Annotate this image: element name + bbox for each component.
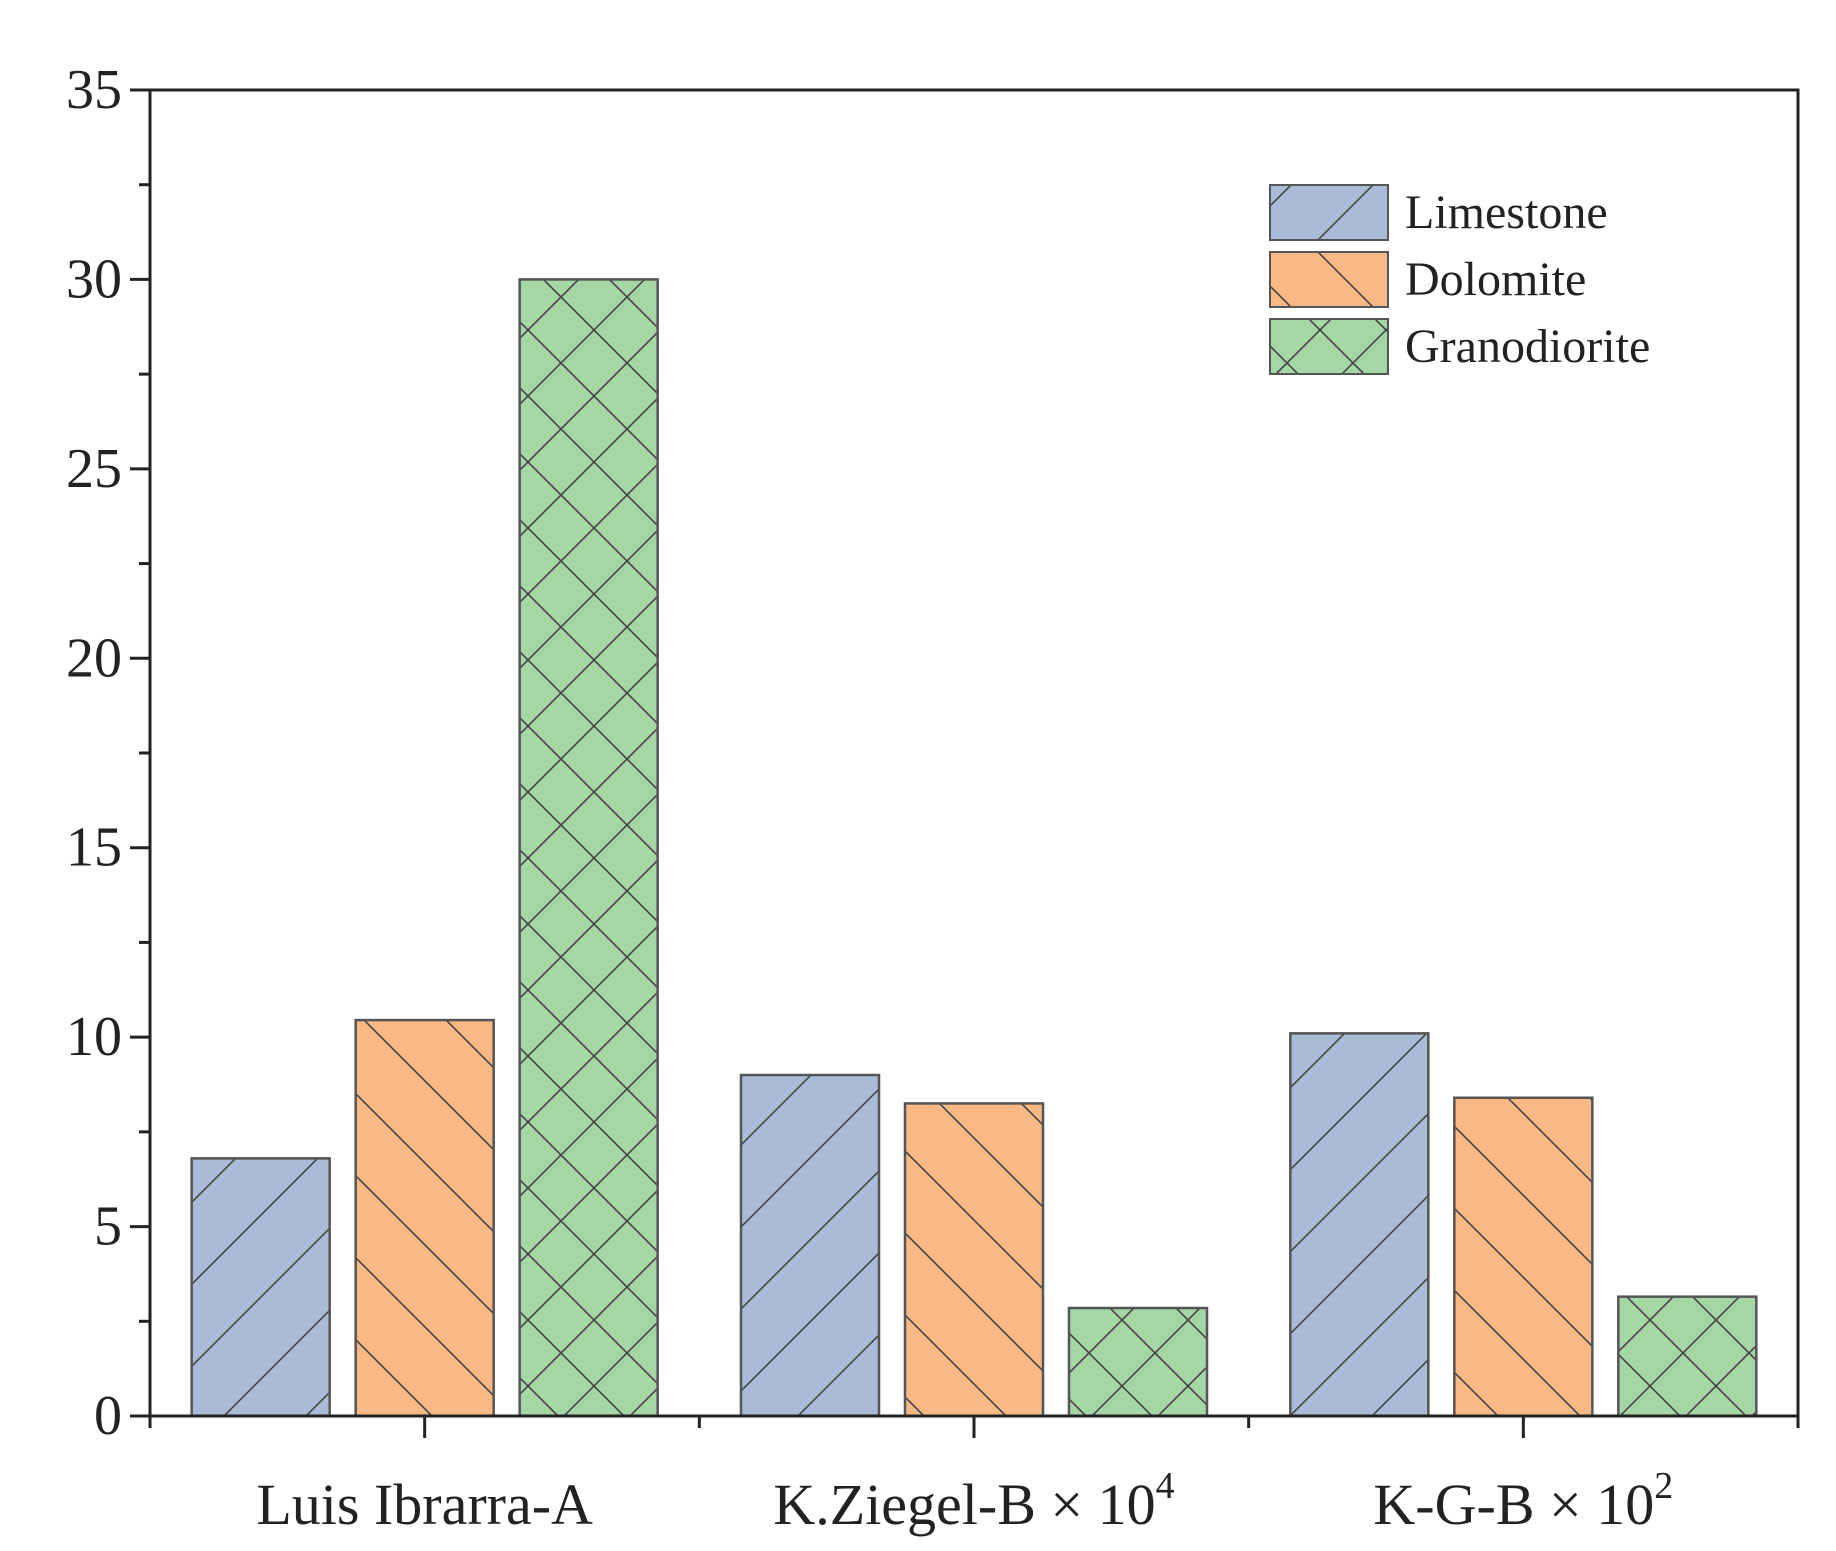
bar-dolomite-k-ziegel-b-10 [903,1102,1045,1418]
y-tick-label: 10 [66,1006,122,1068]
x-category-label: K.Ziegel-B × 104 [773,1465,1174,1537]
bar-limestone-luis-ibrarra-a [190,1157,331,1418]
y-axis-ticks: 0 5 10 15 20 25 30 35 [66,59,150,1447]
y-tick-label: 5 [94,1196,122,1258]
legend-item-granodiorite: Granodiorite [1269,318,1650,375]
bar-granodiorite-luis-ibrarra-a [518,278,659,1418]
legend-label-granodiorite: Granodiorite [1405,320,1650,373]
x-category-label: K-G-B × 102 [1373,1465,1673,1537]
legend: Limestone Dolomite Granodiorite [1269,184,1650,375]
x-axis-ticks: Luis Ibrarra-A K.Ziegel-B × 104 K-G-B × 10… [148,1416,1800,1537]
legend-item-limestone: Limestone [1269,184,1608,241]
bar-limestone-k-ziegel-b-10 [739,1073,881,1418]
bars-layer [190,278,1758,1418]
legend-label-limestone: Limestone [1405,186,1608,239]
y-tick-label: 15 [66,817,122,879]
legend-swatch-limestone [1269,184,1389,241]
y-tick-label: 25 [66,438,122,500]
legend-item-dolomite: Dolomite [1269,251,1586,308]
bar-limestone-k-g-b-10 [1289,1032,1430,1418]
legend-swatch-granodiorite [1269,318,1389,375]
y-tick-label: 0 [94,1385,122,1447]
bar-dolomite-k-g-b-10 [1453,1096,1594,1418]
legend-swatch-dolomite [1269,251,1389,308]
bar-granodiorite-k-ziegel-b-10 [1067,1306,1209,1418]
y-tick-label: 20 [66,627,122,689]
legend-label-dolomite: Dolomite [1405,253,1586,306]
bar-dolomite-luis-ibrarra-a [354,1018,495,1418]
y-tick-label: 30 [66,248,122,310]
y-tick-label: 35 [66,59,122,121]
bar-granodiorite-k-g-b-10 [1617,1295,1758,1418]
x-category-label: Luis Ibrarra-A [256,1472,593,1537]
